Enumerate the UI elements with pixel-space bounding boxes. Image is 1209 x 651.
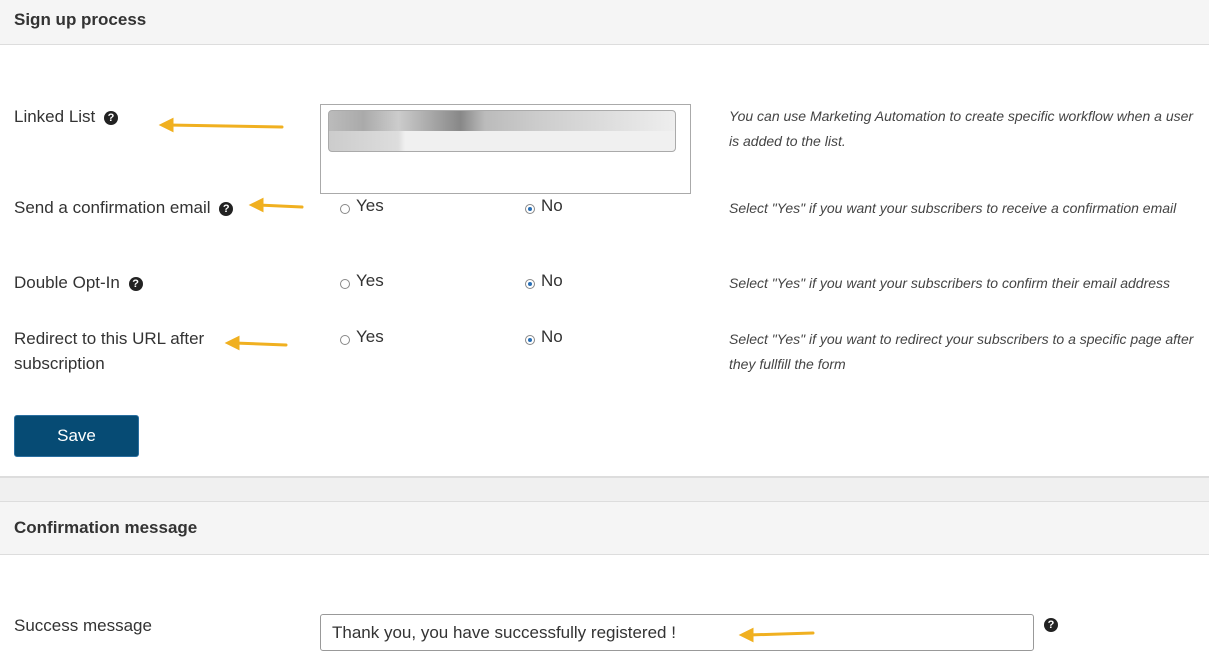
radio-label: Yes — [356, 196, 384, 215]
radio-label: Yes — [356, 327, 384, 346]
help-icon[interactable]: ? — [128, 277, 143, 291]
confirmation-email-help: Select "Yes" if you want your subscriber… — [729, 200, 1177, 216]
arrow-left-icon — [248, 197, 304, 213]
radio-label: No — [541, 196, 563, 215]
arrow-left-icon — [158, 117, 284, 133]
section-divider — [0, 476, 1209, 502]
redirect-help: Select "Yes" if you want to redirect you… — [729, 331, 1194, 372]
label-text: Send a confirmation email — [14, 198, 211, 217]
double-optin-help: Select "Yes" if you want your subscriber… — [729, 275, 1171, 291]
confirmation-email-yes[interactable]: Yes — [340, 196, 384, 216]
double-optin-label: Double Opt-In ? — [14, 270, 143, 295]
radio-yes[interactable] — [340, 279, 350, 289]
redirect-yes[interactable]: Yes — [340, 327, 384, 347]
save-button[interactable]: Save — [14, 415, 139, 457]
arrow-left-icon — [224, 335, 288, 351]
label-text: Linked List — [14, 107, 96, 126]
help-icon[interactable]: ? — [1044, 618, 1058, 632]
section-title: Sign up process — [14, 10, 147, 29]
help-icon[interactable]: ? — [219, 202, 234, 216]
signup-section-header: Sign up process — [0, 0, 1209, 45]
success-message-input[interactable] — [320, 614, 1034, 651]
help-icon[interactable]: ? — [104, 111, 119, 125]
success-message-label: Success message — [14, 616, 152, 635]
radio-no[interactable] — [525, 335, 535, 345]
confirmation-email-no[interactable]: No — [525, 196, 563, 216]
arrow-left-icon — [738, 627, 815, 643]
selected-list-item[interactable] — [328, 110, 676, 152]
radio-yes[interactable] — [340, 204, 350, 214]
section-title: Confirmation message — [14, 518, 198, 537]
confirmation-section-header: Confirmation message — [0, 502, 1209, 555]
redirect-no[interactable]: No — [525, 327, 563, 347]
linked-list-label: Linked List ? — [14, 104, 119, 129]
redirect-label: Redirect to this URL after subscription — [14, 329, 205, 373]
radio-no[interactable] — [525, 204, 535, 214]
label-text: Double Opt-In — [14, 273, 120, 292]
double-optin-yes[interactable]: Yes — [340, 271, 384, 291]
double-optin-no[interactable]: No — [525, 271, 563, 291]
linked-list-help: You can use Marketing Automation to crea… — [729, 108, 1194, 149]
radio-label: Yes — [356, 271, 384, 290]
radio-no[interactable] — [525, 279, 535, 289]
radio-label: No — [541, 271, 563, 290]
radio-yes[interactable] — [340, 335, 350, 345]
confirmation-email-label: Send a confirmation email ? — [14, 195, 234, 220]
linked-list-select[interactable] — [320, 104, 691, 194]
radio-label: No — [541, 327, 563, 346]
